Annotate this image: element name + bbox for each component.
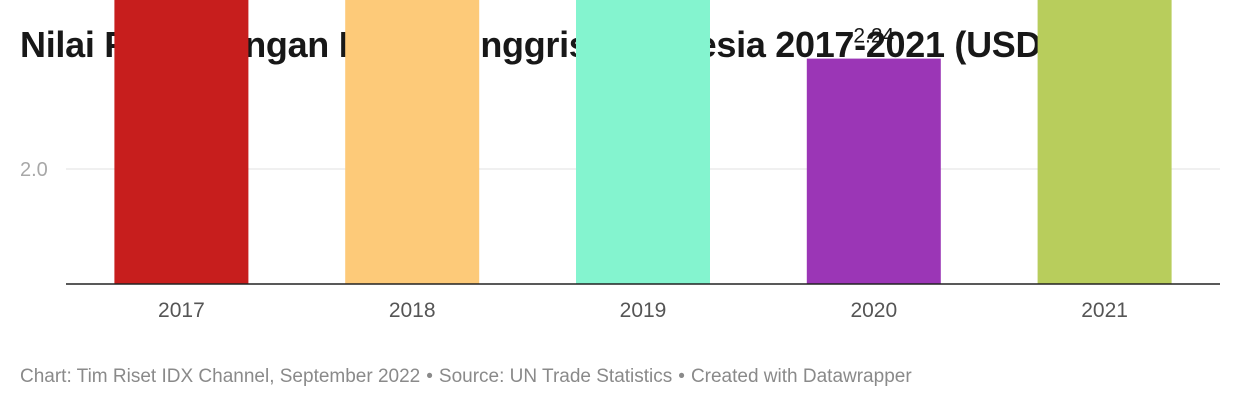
chart-credit: Chart: Tim Riset IDX Channel, September … [20, 366, 421, 387]
chart-footer: Chart: Tim Riset IDX Channel, September … [20, 366, 912, 388]
y-tick-label: 2.0 [20, 159, 48, 181]
bar-chart: 2.02.4620172.6820182.420192.2420202.5720… [20, 0, 1220, 322]
bar-2021 [1037, 0, 1172, 285]
x-tick-label: 2021 [1081, 299, 1128, 322]
bar-2017 [114, 0, 249, 285]
footer-separator: • [678, 366, 685, 387]
chart-source: Source: UN Trade Statistics [438, 366, 673, 387]
x-tick-label: 2018 [389, 299, 436, 322]
x-tick-label: 2017 [158, 299, 205, 322]
x-tick-label: 2019 [620, 299, 667, 322]
bar-2019 [576, 0, 710, 284]
bar-2020 [806, 58, 941, 284]
data-label: 2.24 [853, 25, 894, 48]
x-tick-label: 2020 [850, 299, 897, 322]
created-with-note: Created with Datawrapper [690, 366, 912, 387]
footer-separator: • [426, 366, 433, 387]
bar-2018 [345, 0, 480, 284]
